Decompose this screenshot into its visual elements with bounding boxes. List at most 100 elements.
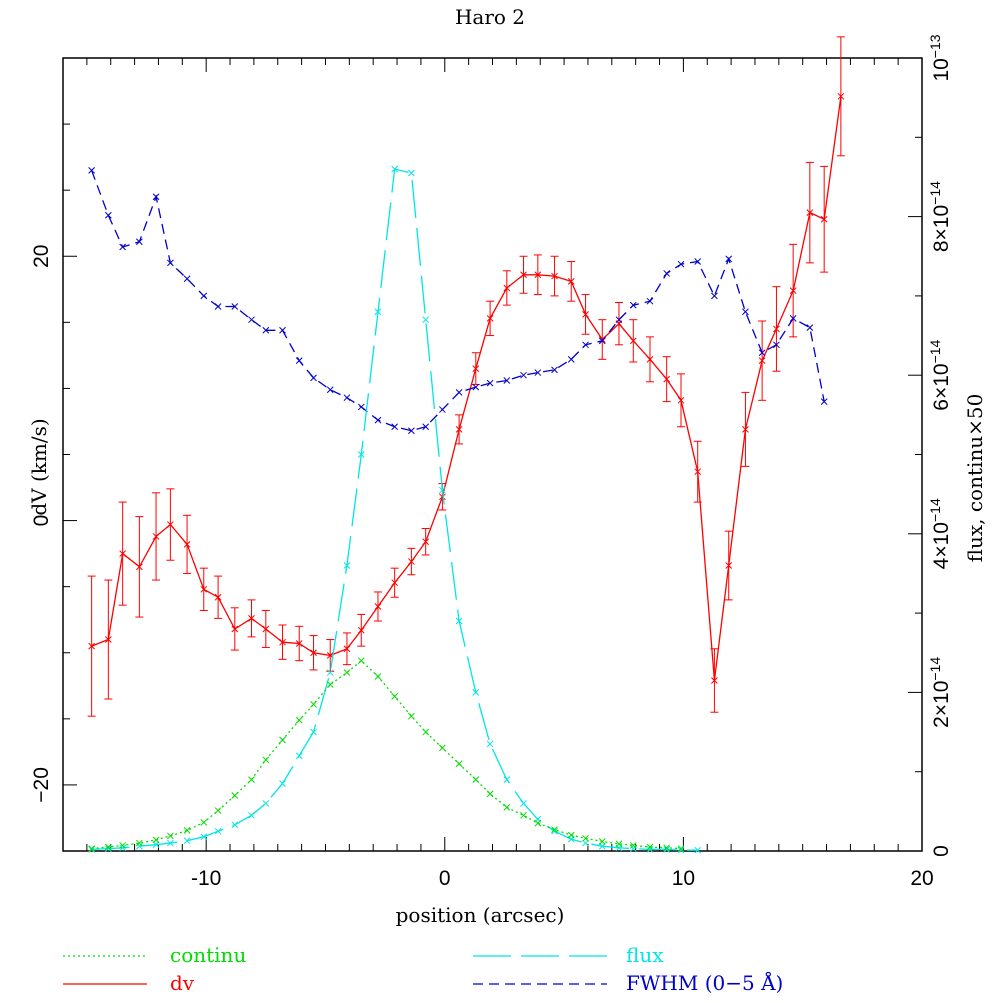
data-point <box>183 827 191 834</box>
data-point <box>391 165 399 173</box>
data-point <box>582 341 589 349</box>
y-left-tick-label: 20 <box>30 245 53 268</box>
data-point <box>262 326 270 334</box>
data-point <box>262 625 270 633</box>
data-point <box>88 846 95 853</box>
data-point <box>357 657 365 665</box>
data-point <box>582 839 589 847</box>
data-point <box>455 617 463 625</box>
chart-title: Haro 2 <box>455 5 525 29</box>
x-tick-label: 20 <box>910 867 933 890</box>
y-right-tick-label: 6×10−14 <box>927 339 953 410</box>
data-point <box>615 840 623 848</box>
data-point <box>520 271 527 279</box>
data-point <box>629 845 637 852</box>
plot-frame <box>62 57 923 852</box>
data-point <box>439 486 446 494</box>
data-point <box>310 649 317 657</box>
data-point <box>472 365 480 372</box>
svg-text:6×10−14: 6×10−14 <box>927 339 953 410</box>
data-point <box>295 640 303 647</box>
data-point <box>439 406 446 413</box>
data-point <box>534 271 542 279</box>
data-point <box>408 169 415 177</box>
data-point <box>408 558 415 565</box>
data-point <box>104 211 112 219</box>
data-point <box>231 792 239 799</box>
data-point <box>806 324 814 331</box>
data-point <box>455 389 463 396</box>
data-point <box>88 845 95 852</box>
data-point <box>455 760 463 768</box>
data-point <box>711 677 718 684</box>
data-point <box>663 270 671 277</box>
data-point <box>677 260 685 268</box>
y-axis-left-label: dV (km/s) <box>27 418 51 515</box>
data-point <box>374 416 382 424</box>
data-point <box>119 550 127 557</box>
data-point <box>503 776 511 783</box>
data-point <box>231 625 239 633</box>
data-point <box>646 843 654 851</box>
y-right-tick-label: 10−13 <box>927 34 953 81</box>
data-point <box>422 728 430 736</box>
data-point <box>837 92 845 100</box>
data-point <box>326 669 334 676</box>
data-point <box>391 579 399 587</box>
data-point <box>136 563 143 571</box>
svg-text:2×10−14: 2×10−14 <box>927 657 953 728</box>
data-point <box>520 800 527 807</box>
data-point <box>646 355 654 363</box>
data-point <box>248 316 255 324</box>
data-point <box>520 371 527 379</box>
y-right-tick-label: 0 <box>930 845 953 857</box>
data-point <box>694 846 702 854</box>
legend: continu flux dv FWHM (0−5 Å) <box>63 943 783 995</box>
y-right-tick-label: 8×10−14 <box>927 181 953 252</box>
y-left-tick-label: −20 <box>30 767 53 803</box>
data-point <box>472 689 480 696</box>
data-point <box>551 272 558 280</box>
data-point <box>200 819 208 826</box>
data-point <box>567 278 575 285</box>
data-point <box>663 844 671 852</box>
data-point <box>248 776 255 783</box>
data-point <box>374 673 382 680</box>
data-point <box>439 493 446 501</box>
data-point <box>214 827 222 835</box>
x-tick-label: -10 <box>191 867 221 890</box>
data-point <box>104 845 112 852</box>
data-point <box>629 301 637 309</box>
data-point <box>343 562 351 569</box>
legend-item: flux <box>473 943 664 967</box>
data-point <box>200 292 208 300</box>
data-point <box>167 521 174 528</box>
svg-text:10−13: 10−13 <box>927 34 953 81</box>
data-point <box>167 839 174 847</box>
data-point <box>374 308 382 316</box>
legend-item: continu <box>63 943 246 967</box>
data-point <box>295 716 303 724</box>
data-point <box>183 837 191 845</box>
data-point <box>136 842 143 850</box>
data-point <box>582 311 589 318</box>
data-point <box>725 255 733 263</box>
data-point <box>789 315 797 322</box>
data-point <box>279 780 286 787</box>
data-point <box>422 538 430 546</box>
data-point <box>663 375 671 383</box>
data-point <box>472 383 480 391</box>
data-point <box>119 243 127 251</box>
series-1 <box>88 166 828 435</box>
data-point <box>598 838 606 845</box>
data-point <box>262 800 270 807</box>
series-layer <box>87 36 845 854</box>
data-point <box>629 337 637 345</box>
series-3 <box>88 657 685 852</box>
data-point <box>742 426 749 433</box>
data-point <box>310 374 317 382</box>
data-point <box>326 386 334 394</box>
data-point <box>758 349 766 357</box>
data-point <box>343 669 351 676</box>
data-point <box>663 846 671 853</box>
